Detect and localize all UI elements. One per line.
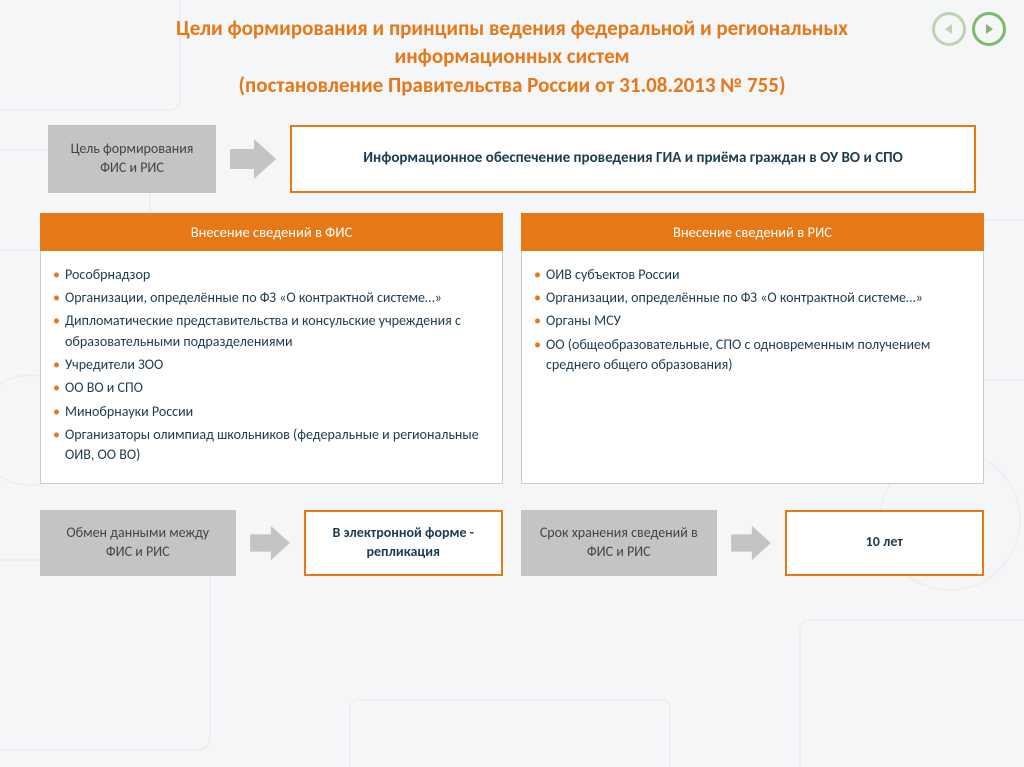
- column-ris-header: Внесение сведений в РИС: [521, 213, 984, 251]
- column-fis: Внесение сведений в ФИС Рособрнадзор Орга…: [40, 213, 503, 484]
- list-item: Рособрнадзор: [51, 265, 488, 285]
- storage-label: Срок хранения сведений в ФИС и РИС: [521, 510, 717, 576]
- list-item: Организации, определённые по ФЗ «О контр…: [51, 288, 488, 308]
- list-item: Органы МСУ: [532, 311, 969, 331]
- nav-buttons: [932, 12, 1006, 46]
- triangle-left-icon: [942, 22, 956, 36]
- column-ris: Внесение сведений в РИС ОИВ субъектов Ро…: [521, 213, 984, 484]
- list-item: Организаторы олимпиад школьников (федера…: [51, 425, 488, 466]
- column-ris-body: ОИВ субъектов России Организации, определ…: [521, 251, 984, 484]
- goal-label-box: Цель формирования ФИС и РИС: [48, 125, 216, 193]
- arrow-right-icon: [230, 137, 276, 181]
- list-item: Учредители ЗОО: [51, 355, 488, 375]
- exchange-value: В электронной форме - репликация: [304, 510, 504, 576]
- triangle-right-icon: [982, 22, 996, 36]
- list-item: ОИВ субъектов России: [532, 265, 969, 285]
- title-line2: (постановление Правительства России от 3…: [239, 72, 786, 98]
- arrow-right-icon: [250, 524, 290, 562]
- next-button[interactable]: [972, 12, 1006, 46]
- goal-row: Цель формирования ФИС и РИС Информационн…: [40, 125, 984, 193]
- list-item: Дипломатические представительства и конс…: [51, 311, 488, 352]
- list-item: ОО (общеобразовательные, СПО с одновреме…: [532, 335, 969, 376]
- bottom-row: Обмен данными между ФИС и РИС В электрон…: [40, 510, 984, 576]
- list-item: Организации, определённые по ФЗ «О контр…: [532, 288, 969, 308]
- fis-list: Рособрнадзор Организации, определённые по…: [51, 265, 488, 466]
- page-title: Цели формирования и принципы ведения фед…: [120, 14, 904, 99]
- title-line1: Цели формирования и принципы ведения фед…: [176, 15, 848, 69]
- list-item: Минобрнауки России: [51, 402, 488, 422]
- list-item: ОО ВО и СПО: [51, 378, 488, 398]
- column-fis-body: Рособрнадзор Организации, определённые по…: [40, 251, 503, 484]
- exchange-label: Обмен данными между ФИС и РИС: [40, 510, 236, 576]
- exchange-block: Обмен данными между ФИС и РИС В электрон…: [40, 510, 503, 576]
- prev-button[interactable]: [932, 12, 966, 46]
- storage-block: Срок хранения сведений в ФИС и РИС 10 ле…: [521, 510, 984, 576]
- arrow-right-icon: [731, 524, 771, 562]
- column-fis-header: Внесение сведений в ФИС: [40, 213, 503, 251]
- ris-list: ОИВ субъектов России Организации, определ…: [532, 265, 969, 375]
- storage-value: 10 лет: [785, 510, 985, 576]
- two-columns: Внесение сведений в ФИС Рособрнадзор Орга…: [40, 213, 984, 484]
- goal-text-box: Информационное обеспечение проведения ГИ…: [290, 125, 976, 193]
